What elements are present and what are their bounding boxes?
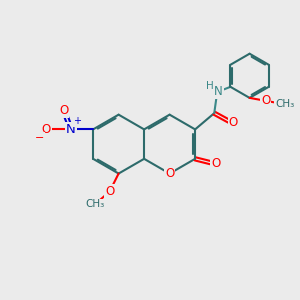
Text: CH₃: CH₃	[85, 200, 105, 209]
Text: −: −	[35, 133, 44, 142]
Text: CH₃: CH₃	[275, 99, 295, 109]
Text: O: O	[261, 94, 270, 107]
Text: O: O	[59, 104, 68, 117]
Text: N: N	[66, 123, 76, 136]
Text: O: O	[105, 185, 114, 198]
Text: O: O	[41, 123, 51, 136]
Text: O: O	[211, 157, 220, 170]
Text: O: O	[165, 167, 174, 180]
Text: +: +	[74, 116, 82, 126]
Text: H: H	[206, 81, 214, 91]
Text: O: O	[229, 116, 238, 128]
Text: N: N	[214, 85, 223, 98]
